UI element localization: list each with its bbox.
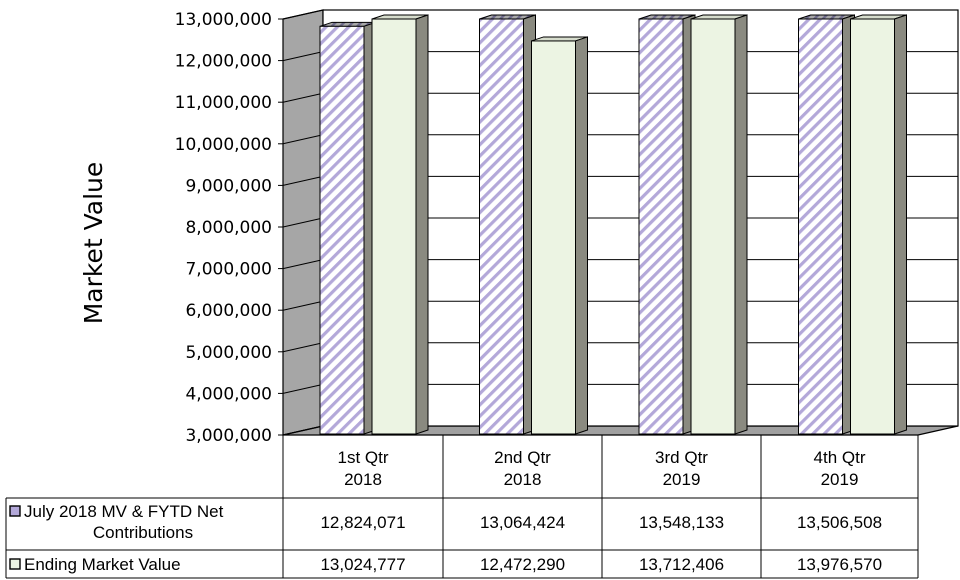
bar (850, 18, 895, 435)
gridline-side (282, 342, 324, 353)
bar (479, 18, 524, 435)
bar-side (894, 14, 907, 435)
category-label: 2018 (504, 470, 542, 489)
bar-side (415, 14, 429, 435)
category-label: 2019 (821, 470, 859, 489)
gridline-side (282, 300, 324, 311)
bar (690, 18, 736, 435)
gridline-side (282, 92, 324, 103)
bar-side (734, 14, 748, 435)
y-tick-label: 5,000,000 (185, 343, 272, 363)
table-value: 13,712,406 (639, 555, 724, 574)
y-tick-label: 9,000,000 (185, 176, 272, 196)
table-value: 12,472,290 (480, 555, 565, 574)
bar-side (575, 36, 588, 435)
y-tick-label: 12,000,000 (175, 52, 272, 72)
gridline-side (282, 217, 324, 228)
legend-marker (9, 558, 21, 570)
y-tick-label: 7,000,000 (185, 260, 272, 280)
gridline-side (282, 425, 324, 436)
table-value: 13,548,133 (639, 513, 724, 532)
bar (798, 18, 843, 435)
y-tick-label: 11,000,000 (175, 93, 272, 113)
gridline-side (282, 175, 324, 186)
y-tick-label: 8,000,000 (185, 218, 272, 238)
table-value: 13,064,424 (480, 513, 565, 532)
y-tick-label: 10,000,000 (175, 135, 272, 155)
legend-marker (9, 505, 21, 517)
bar (638, 18, 684, 435)
category-label: 2nd Qtr (494, 448, 551, 467)
series-name: July 2018 MV & FYTD Net (24, 502, 224, 521)
y-axis-label: Market Value (79, 162, 108, 325)
gridline-side (282, 51, 324, 62)
gridline-side (282, 134, 324, 145)
series-name: Ending Market Value (24, 555, 181, 574)
table-value: 12,824,071 (320, 513, 405, 532)
category-label: 3rd Qtr (655, 448, 708, 467)
series-name: Contributions (93, 523, 193, 542)
bar (371, 18, 417, 435)
table-value: 13,506,508 (797, 513, 882, 532)
y-tick-label: 6,000,000 (185, 301, 272, 321)
gridline-side (282, 259, 324, 270)
table-value: 13,976,570 (797, 555, 882, 574)
category-label: 2019 (663, 470, 701, 489)
category-label: 2018 (344, 470, 382, 489)
gridline-side (282, 9, 324, 20)
y-tick-label: 4,000,000 (185, 384, 272, 404)
bar (531, 40, 576, 435)
y-tick-label: 3,000,000 (185, 426, 272, 446)
category-label: 4th Qtr (814, 448, 866, 467)
table-value: 13,024,777 (320, 555, 405, 574)
category-label: 1st Qtr (337, 448, 388, 467)
bar (319, 25, 365, 435)
gridline-side (282, 383, 324, 394)
y-tick-label: 13,000,000 (175, 10, 272, 30)
